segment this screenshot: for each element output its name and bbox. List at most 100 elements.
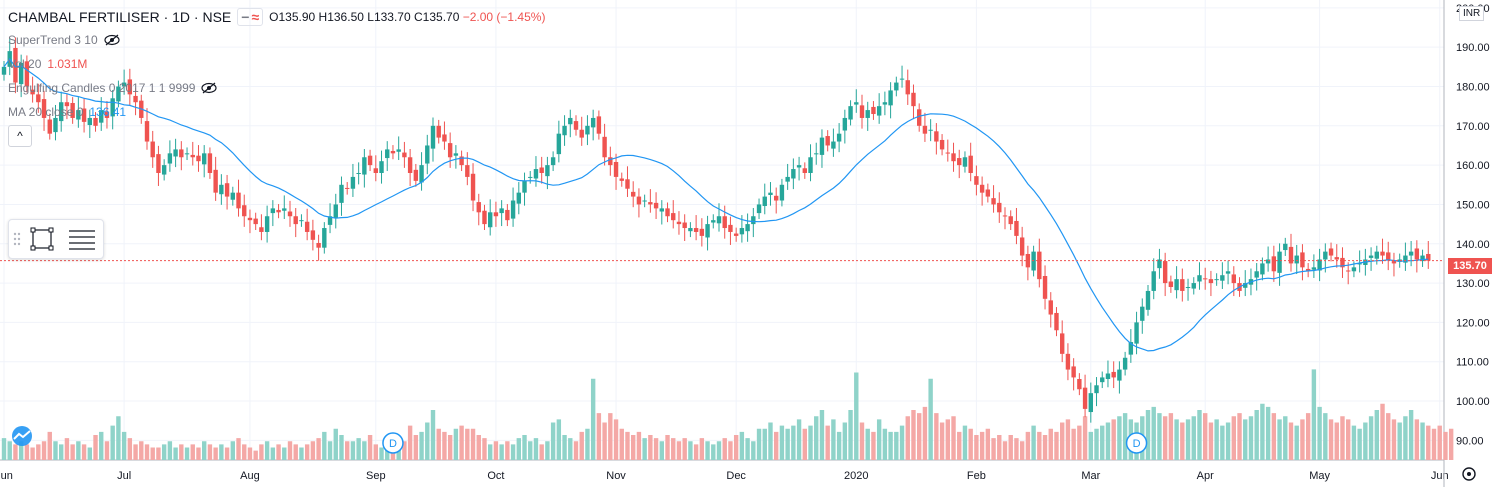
dividend-marker-label: D (389, 438, 397, 450)
tradingview-logo-icon[interactable] (8, 426, 36, 446)
volume-bar (1191, 416, 1196, 460)
candle-body (979, 184, 985, 193)
volume-bar (808, 425, 813, 460)
candle-body (202, 153, 207, 165)
gear-icon[interactable] (1462, 467, 1476, 481)
candle-body (556, 133, 562, 155)
candle-body (608, 157, 613, 166)
candle-body (1265, 259, 1271, 264)
candle-body (636, 196, 642, 205)
open-value: O135.90 (269, 10, 316, 24)
candle-body (1254, 271, 1259, 278)
floating-toolbar[interactable] (8, 219, 104, 259)
candle-body (70, 103, 75, 118)
candle-body (808, 157, 813, 173)
candle-body (1386, 252, 1391, 260)
x-tick-label: Apr (1197, 470, 1214, 482)
candle-body (385, 149, 390, 159)
candle-body (1346, 270, 1351, 272)
candle-body (545, 165, 550, 177)
candle-body (116, 86, 121, 102)
candle-body (836, 133, 842, 142)
volume-bar (327, 441, 333, 460)
ma-legend[interactable]: MA 20 close 0 136.41 (8, 105, 126, 119)
dividend-marker[interactable] (1125, 432, 1148, 454)
hidden-eye-icon[interactable] (104, 34, 120, 46)
candle-body (322, 228, 327, 248)
volume-bar (465, 428, 470, 460)
candle-body (997, 202, 1002, 213)
volume-bar (1243, 419, 1248, 460)
candle-body (751, 216, 756, 225)
candle-body (447, 143, 453, 158)
last-price-tag: 135.70 (1448, 258, 1492, 274)
x-tick-label: Jun (0, 470, 13, 482)
collapse-legend-button[interactable]: ^ (8, 125, 32, 147)
symbol-title[interactable]: CHAMBAL FERTILISER · 1D · NSE (8, 9, 232, 25)
candle-body (362, 157, 367, 175)
volume-bar (693, 444, 699, 460)
volume-bar (190, 444, 195, 460)
volume-bar (1448, 428, 1454, 460)
volume-bar (1328, 419, 1334, 460)
volume-bar (1214, 419, 1219, 460)
candle-body (962, 157, 968, 167)
volume-bar (1231, 416, 1236, 460)
candle-body (390, 150, 396, 154)
volume-bar (64, 438, 70, 460)
minus-icon[interactable]: − (241, 9, 250, 25)
volume-bar (705, 441, 710, 460)
volume-bar (762, 428, 767, 460)
candle-body (1037, 251, 1042, 280)
candle-body (1203, 278, 1208, 280)
lines-settings-icon[interactable] (69, 230, 95, 250)
candle-body (762, 196, 767, 207)
volume-bar (528, 441, 533, 460)
volume-bar (419, 431, 424, 460)
volume-bar (213, 447, 218, 460)
volume-legend[interactable]: Vol 20 1.031M (8, 57, 87, 71)
volume-bar (1271, 413, 1277, 460)
volume-bar (1426, 425, 1431, 460)
volume-bar (253, 450, 258, 460)
candle-body (87, 117, 92, 126)
chart-style-badge[interactable]: − ≈ (237, 8, 264, 26)
candle-body (1185, 287, 1191, 289)
chart-header: CHAMBAL FERTILISER · 1D · NSE − ≈ O135.9… (8, 8, 545, 26)
volume-bar (1368, 416, 1374, 460)
currency-label[interactable]: INR (1459, 6, 1485, 21)
volume-bar (81, 444, 87, 460)
candle-body (722, 216, 727, 229)
y-tick-label: 110.00 (1456, 357, 1489, 369)
dividend-marker[interactable] (382, 432, 404, 454)
engulfing-legend[interactable]: Engulfing Candles 0 2017 1 1 9999 (8, 81, 218, 95)
volume-bar (785, 428, 790, 460)
candle-body (716, 216, 722, 224)
candle-body (899, 78, 905, 80)
candle-body (242, 205, 247, 217)
drag-handle-icon[interactable] (13, 232, 21, 246)
candle-body (1180, 279, 1185, 291)
candle-body (304, 221, 310, 232)
candle-body (985, 189, 991, 197)
candle-body (876, 106, 882, 116)
volume-bar (18, 441, 24, 460)
volume-bar (24, 444, 30, 460)
candle-body (671, 213, 676, 221)
rectangle-tool-icon[interactable] (30, 227, 54, 251)
y-tick-label: 170.00 (1456, 121, 1490, 133)
volume-bar (854, 372, 859, 460)
candle-body (1054, 312, 1059, 331)
candle-body (18, 62, 24, 85)
candle-body (224, 183, 230, 197)
volume-bar (99, 431, 104, 460)
x-tick-label: Jul (117, 470, 131, 482)
volume-bar (1111, 419, 1116, 460)
wave-icon[interactable]: ≈ (251, 9, 260, 25)
candle-body (1368, 255, 1374, 258)
supertrend-legend[interactable]: SuperTrend 3 10 (8, 33, 120, 47)
candle-body (247, 217, 253, 221)
volume-bar (1363, 422, 1368, 460)
hidden-eye-icon[interactable] (201, 82, 218, 94)
